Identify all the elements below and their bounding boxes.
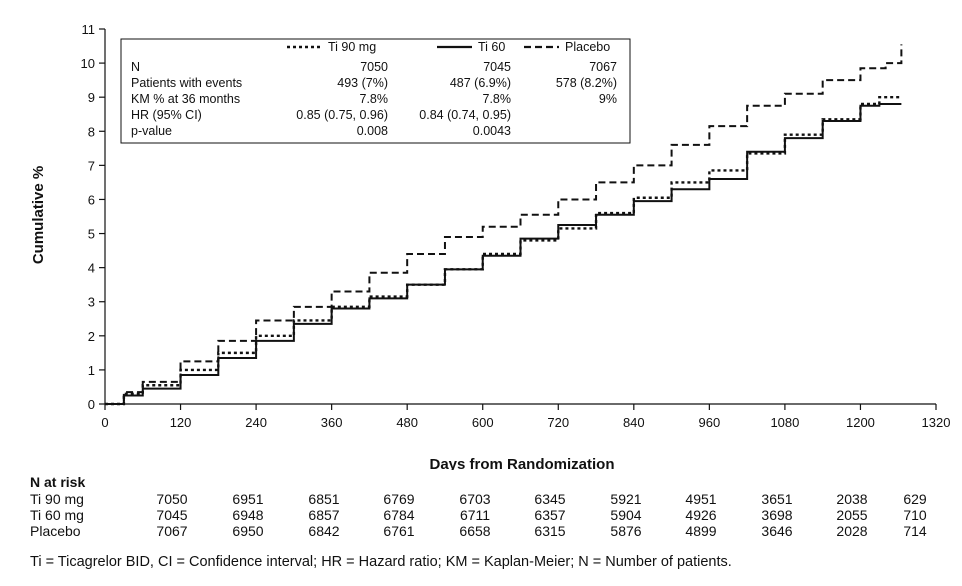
risk-cell: 6761 xyxy=(383,523,415,539)
legend-events-placebo: 578 (8.2%) xyxy=(556,76,617,90)
risk-row-name: Ti 60 mg xyxy=(30,507,84,523)
risk-cell: 6842 xyxy=(308,523,340,539)
risk-cell: 5904 xyxy=(610,507,642,523)
risk-row-ti90: Ti 90 mg 7050 6951 6851 6769 6703 6345 5… xyxy=(30,491,950,507)
km-chart: 0 120 240 360 480 600 720 840 960 1080 1200 1320 0 1… xyxy=(30,22,950,470)
risk-cell: 6948 xyxy=(232,507,264,523)
y-tick-label: 11 xyxy=(82,22,96,37)
risk-cell: 714 xyxy=(903,523,927,539)
series-layer xyxy=(105,44,903,406)
axes xyxy=(104,29,936,405)
risk-row-placebo: Placebo 7067 6950 6842 6761 6658 6315 58… xyxy=(30,523,950,539)
x-tick-label: 1080 xyxy=(770,415,799,430)
y-ticks: 0 1 2 3 4 5 6 7 8 9 10 11 xyxy=(81,22,105,412)
legend-row-label-km: KM % at 36 months xyxy=(131,92,240,106)
risk-cell: 2038 xyxy=(836,491,868,507)
risk-cell: 7045 xyxy=(156,507,188,523)
legend-pvalue-ti90: 0.008 xyxy=(357,124,388,138)
legend-box: Ti 90 mg Ti 60 Placebo N 7050 7045 7067 … xyxy=(120,38,631,144)
legend-n-ti60: 7045 xyxy=(483,60,511,74)
risk-cell: 6345 xyxy=(534,491,566,507)
legend-row-label-events: Patients with events xyxy=(131,76,242,90)
x-tick-label: 0 xyxy=(101,415,108,430)
y-tick-label: 9 xyxy=(88,90,95,105)
series-line-ti-90-mg xyxy=(105,95,902,406)
risk-cell: 6857 xyxy=(308,507,340,523)
series-line-placebo xyxy=(105,44,903,405)
risk-cell: 6711 xyxy=(459,507,491,523)
risk-cell: 6784 xyxy=(383,507,415,523)
x-axis-title: Days from Randomization xyxy=(429,456,614,470)
legend-km-ti90: 7.8% xyxy=(360,92,389,106)
risk-cell: 629 xyxy=(903,491,927,507)
legend-label-placebo: Placebo xyxy=(565,40,610,54)
x-tick-label: 1200 xyxy=(846,415,875,430)
x-tick-label: 720 xyxy=(547,415,569,430)
risk-cell: 710 xyxy=(903,507,927,523)
risk-cell: 6851 xyxy=(308,491,340,507)
risk-row-name: Ti 90 mg xyxy=(30,491,84,507)
legend-label-ti60: Ti 60 xyxy=(478,40,505,54)
footnote: Ti = Ticagrelor BID, CI = Confidence int… xyxy=(30,554,732,570)
risk-cell: 4951 xyxy=(685,491,717,507)
risk-cell: 3698 xyxy=(761,507,793,523)
x-tick-label: 600 xyxy=(472,415,494,430)
y-tick-label: 4 xyxy=(88,261,95,276)
risk-cell: 5876 xyxy=(610,523,642,539)
x-tick-label: 960 xyxy=(699,415,721,430)
legend-km-ti60: 7.8% xyxy=(483,92,512,106)
risk-cell: 2028 xyxy=(836,523,868,539)
risk-cell: 2055 xyxy=(836,507,868,523)
legend-events-ti90: 493 (7%) xyxy=(337,76,388,90)
x-tick-label: 1320 xyxy=(922,415,951,430)
risk-cell: 6315 xyxy=(534,523,566,539)
y-tick-label: 3 xyxy=(88,295,95,310)
risk-cell: 4926 xyxy=(685,507,717,523)
x-tick-label: 240 xyxy=(245,415,267,430)
y-tick-label: 1 xyxy=(88,363,95,378)
x-ticks: 0 120 240 360 480 600 720 840 960 1080 1200 1320 xyxy=(101,404,950,430)
legend-label-ti90: Ti 90 mg xyxy=(328,40,376,54)
risk-cell: 3646 xyxy=(761,523,793,539)
x-tick-label: 120 xyxy=(170,415,192,430)
risk-cell: 5921 xyxy=(610,491,642,507)
legend-row-label-n: N xyxy=(131,60,140,74)
legend-n-ti90: 7050 xyxy=(360,60,388,74)
legend-hr-ti90: 0.85 (0.75, 0.96) xyxy=(296,108,388,122)
y-tick-label: 0 xyxy=(88,397,95,412)
risk-cell: 6357 xyxy=(534,507,566,523)
risk-row-ti60: Ti 60 mg 7045 6948 6857 6784 6711 6357 5… xyxy=(30,507,950,523)
risk-table-header: N at risk xyxy=(30,474,86,490)
risk-cell: 6658 xyxy=(459,523,491,539)
legend-n-placebo: 7067 xyxy=(589,60,617,74)
y-tick-label: 5 xyxy=(88,227,95,242)
risk-cell: 7067 xyxy=(156,523,188,539)
y-axis-title: Cumulative % xyxy=(30,166,47,264)
risk-cell: 6950 xyxy=(232,523,264,539)
legend-pvalue-ti60: 0.0043 xyxy=(473,124,511,138)
risk-cell: 3651 xyxy=(761,491,793,507)
y-tick-label: 10 xyxy=(81,56,95,71)
y-tick-label: 7 xyxy=(88,158,95,173)
risk-cell: 6951 xyxy=(232,491,264,507)
y-tick-label: 2 xyxy=(88,329,95,344)
risk-cell: 6703 xyxy=(459,491,491,507)
legend-frame xyxy=(120,38,631,144)
y-tick-label: 6 xyxy=(88,192,95,207)
x-tick-label: 840 xyxy=(623,415,645,430)
series-line-ti-60 xyxy=(105,103,902,405)
x-tick-label: 360 xyxy=(321,415,343,430)
legend-hr-ti60: 0.84 (0.74, 0.95) xyxy=(419,108,511,122)
legend-row-label-hr: HR (95% CI) xyxy=(131,108,202,122)
risk-cell: 6769 xyxy=(383,491,415,507)
risk-cell: 4899 xyxy=(685,523,717,539)
legend-row-label-pvalue: p-value xyxy=(131,124,172,138)
risk-cell: 7050 xyxy=(156,491,188,507)
legend-km-placebo: 9% xyxy=(599,92,617,106)
risk-row-name: Placebo xyxy=(30,523,81,539)
legend-events-ti60: 487 (6.9%) xyxy=(450,76,511,90)
y-tick-label: 8 xyxy=(88,124,95,139)
x-tick-label: 480 xyxy=(396,415,418,430)
